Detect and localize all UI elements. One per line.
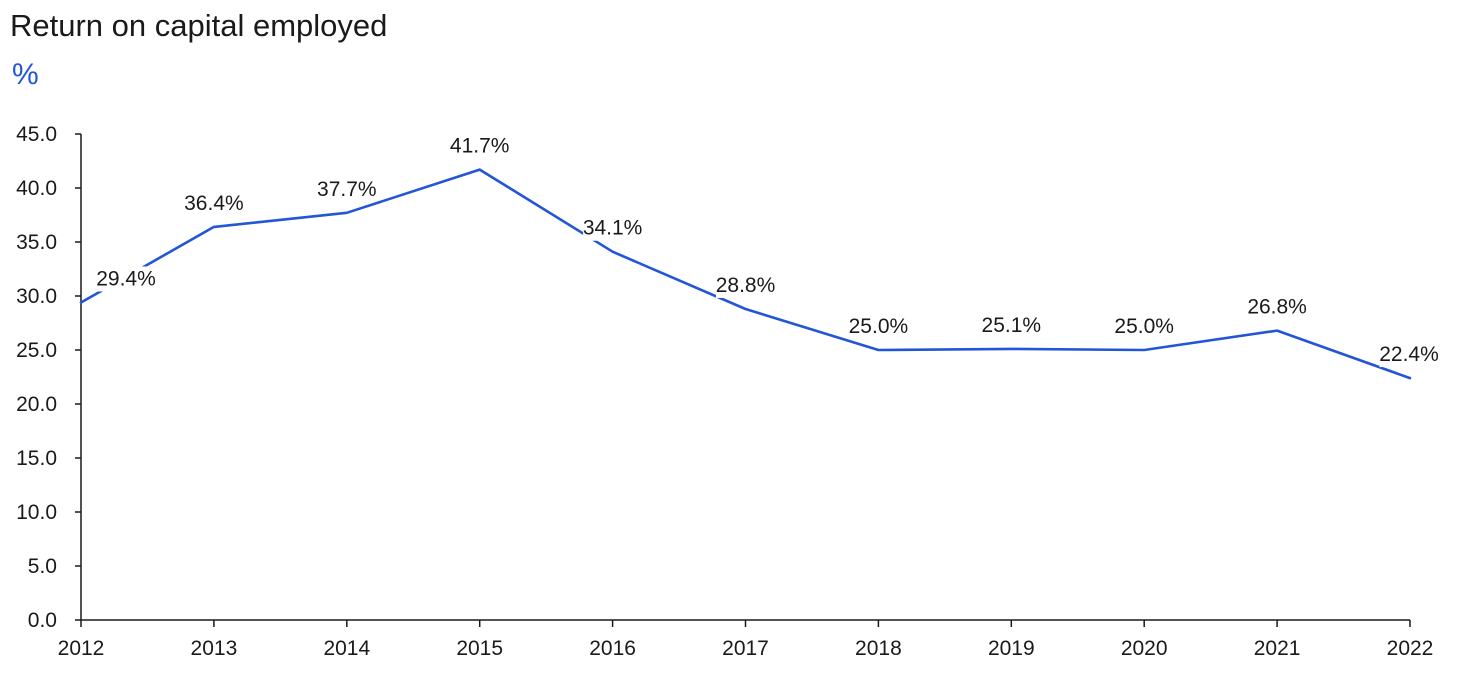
x-tick-label: 2020	[1121, 637, 1168, 660]
y-tick-label: 0.0	[28, 609, 57, 632]
data-label: 25.1%	[982, 314, 1042, 337]
data-label: 28.8%	[716, 274, 776, 297]
series-line	[79, 168, 1412, 380]
data-label-bg	[716, 272, 775, 298]
data-label-bg	[981, 312, 1041, 338]
x-tick-label: 2018	[855, 637, 902, 660]
data-labels: 29.4% 36.4% 37.7% 41.7% 34.1% 28.8% 25.0% 25.1%…	[96, 133, 1439, 368]
y-tick-label: 5.0	[28, 555, 57, 578]
data-label: 36.4%	[184, 192, 244, 215]
y-tick-label: 35.0	[16, 231, 57, 254]
data-label-bg	[96, 266, 156, 292]
chart-title: Return on capital employed	[10, 8, 388, 43]
data-label: 37.7%	[317, 178, 377, 201]
data-label: 26.8%	[1247, 296, 1307, 319]
data-label: 34.1%	[583, 217, 643, 240]
data-label-bg	[1114, 314, 1174, 339]
y-tick-label: 10.0	[16, 501, 57, 524]
data-label-bg	[317, 176, 377, 202]
data-label: 29.4%	[96, 267, 156, 290]
y-tick-label: 45.0	[16, 123, 57, 146]
data-label-bg	[184, 190, 244, 216]
data-label: 22.4%	[1379, 343, 1439, 366]
data-label-bg	[583, 215, 643, 241]
x-tick-label: 2012	[58, 637, 105, 660]
x-tick-label: 2022	[1387, 637, 1434, 660]
data-label-bg	[1247, 294, 1307, 320]
series	[79, 168, 1412, 380]
x-tick-label: 2015	[456, 637, 503, 660]
data-label: 25.0%	[1114, 315, 1174, 338]
x-tick-label: 2019	[988, 637, 1035, 660]
unit-label: %	[12, 58, 39, 91]
data-label: 25.0%	[849, 315, 909, 338]
x-tick-label: 2014	[323, 637, 370, 660]
data-label-bg	[1379, 342, 1439, 368]
y-tick-label: 20.0	[16, 393, 57, 416]
y-tick-label: 40.0	[16, 177, 57, 200]
data-label-bg	[848, 314, 908, 339]
x-tick-label: 2013	[191, 637, 238, 660]
x-axis: 2012 2013 2014 2015 2016 2017 2018 2019 2020 2021…	[58, 619, 1434, 660]
y-tick-label: 25.0	[16, 339, 57, 362]
x-tick-label: 2017	[722, 637, 769, 660]
data-label-bg	[450, 133, 510, 159]
y-tick-label: 15.0	[16, 447, 57, 470]
x-tick-label: 2016	[589, 637, 636, 660]
y-axis: 0.0 5.0 10.0 15.0 20.0 25.0 30.0 35.0 40.0 45.0	[16, 123, 82, 632]
y-tick-label: 30.0	[16, 285, 57, 308]
x-tick-label: 2021	[1254, 637, 1301, 660]
data-label: 41.7%	[450, 135, 510, 158]
